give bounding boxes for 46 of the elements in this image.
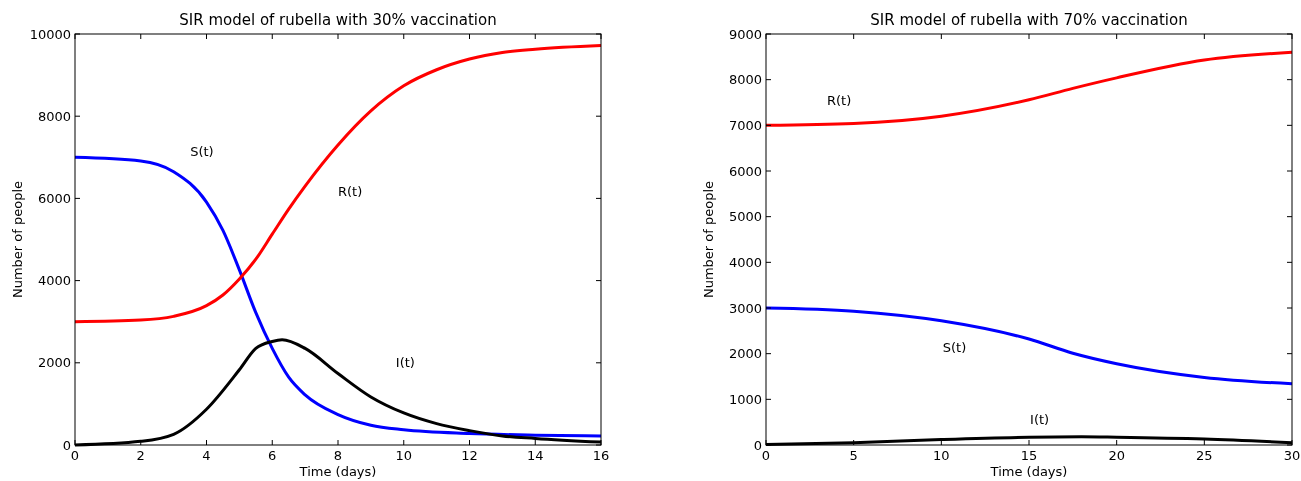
y-tick-label: 10000 (29, 26, 71, 42)
x-axis-title: Time (days) (989, 464, 1068, 479)
y-tick-label: 2000 (728, 346, 762, 362)
x-tick-label: 12 (461, 448, 478, 463)
x-tick-label: 4 (202, 448, 211, 463)
chart-title: SIR model of rubella with 70% vaccination (870, 11, 1188, 29)
x-axis-title: Time (days) (298, 464, 377, 479)
x-tick-label: 14 (526, 448, 544, 463)
line-series (73, 155, 603, 438)
x-tick-label: 10 (933, 448, 950, 463)
y-tick-label: 7000 (728, 117, 762, 133)
y-tick-label: 8000 (728, 72, 762, 88)
chart-title: SIR model of rubella with 30% vaccination (179, 11, 497, 29)
series-label: R(t) (338, 184, 363, 200)
y-tick-label: 0 (753, 437, 762, 453)
series-label: S(t) (942, 339, 967, 355)
text: I(t) (395, 355, 415, 371)
y-axis-title: Number of people (701, 180, 716, 299)
line-series (764, 50, 1294, 127)
y-tick-label: 4000 (728, 254, 762, 270)
x-tick-label: 25 (1196, 448, 1213, 463)
x-tick-label: 2 (136, 448, 145, 463)
y-tick-label: 9000 (728, 26, 762, 42)
line-series (73, 44, 603, 324)
x-tick-label: 5 (849, 448, 858, 463)
x-tick-label: 20 (1108, 448, 1125, 463)
series-label: I(t) (1030, 412, 1050, 428)
x-tick-label: 30 (1283, 448, 1301, 463)
x-tick-label: 15 (1020, 448, 1038, 463)
x-tick-label: 16 (592, 448, 610, 463)
x-tick-label: 6 (268, 448, 277, 463)
series-label: R(t) (827, 92, 852, 108)
y-tick-label: 8000 (37, 108, 71, 124)
y-tick-label: 2000 (37, 355, 71, 371)
y-tick-label: 6000 (728, 163, 762, 179)
y-tick-label: 6000 (37, 190, 71, 206)
y-tick-label: 1000 (728, 391, 762, 407)
line-series (764, 306, 1294, 386)
x-tick-label: 10 (395, 448, 413, 463)
y-tick-label: 5000 (728, 209, 762, 225)
y-tick-label: 0 (62, 437, 71, 453)
series-label: S(t) (190, 143, 214, 159)
y-tick-label: 3000 (728, 300, 762, 316)
x-tick-label: 8 (333, 448, 343, 463)
y-axis-title: Number of people (10, 180, 25, 299)
y-tick-label: 4000 (37, 273, 71, 289)
